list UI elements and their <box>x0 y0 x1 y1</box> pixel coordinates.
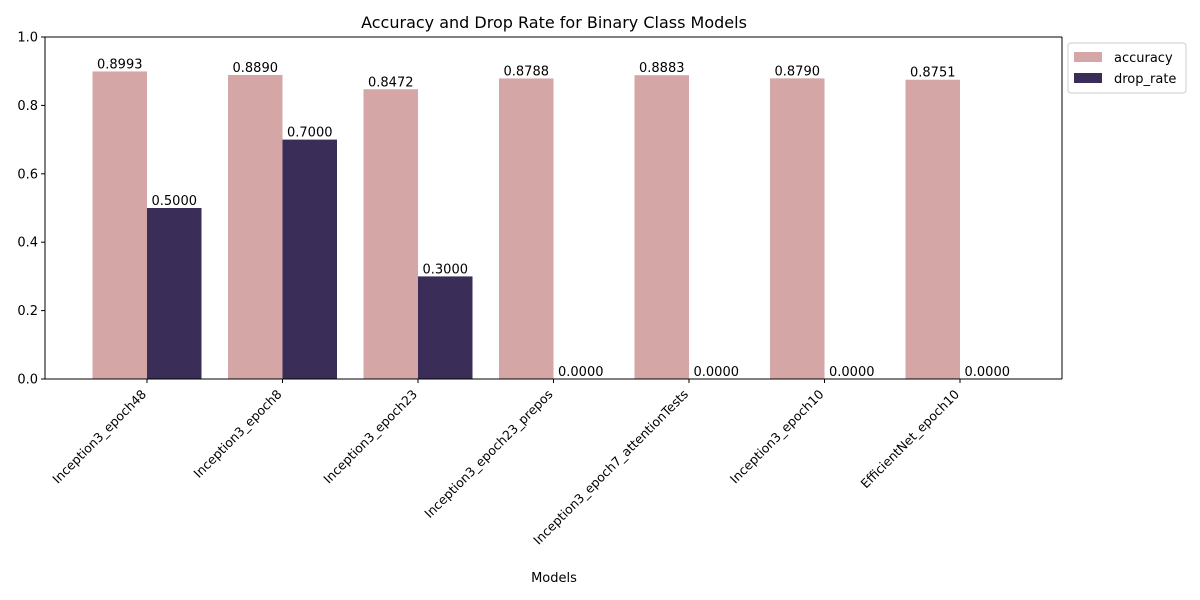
y-tick-label-2: 0.2 <box>17 304 38 319</box>
legend-swatch-accuracy <box>1074 52 1102 62</box>
x-tick-label-7: EfficientNet_epoch10 <box>857 386 962 491</box>
y-tick-label-5: 0.8 <box>17 99 38 114</box>
bar-accuracy-5 <box>634 75 689 379</box>
y-tick-label-3: 0.4 <box>17 236 38 251</box>
y-tick-label-6: 1.0 <box>17 31 38 46</box>
data-label-accuracy-6: 0.8790 <box>775 64 821 79</box>
bar-drop_rate-1 <box>147 208 202 379</box>
legend-label-accuracy: accuracy <box>1114 51 1173 66</box>
bar-drop_rate-3 <box>418 276 473 379</box>
legend-label-drop_rate: drop_rate <box>1114 72 1176 87</box>
x-tick-label-2: Inception3_epoch8 <box>190 386 284 480</box>
bar-accuracy-3 <box>363 89 418 379</box>
data-label-accuracy-1: 0.8993 <box>97 57 143 72</box>
bar-accuracy-4 <box>499 78 554 379</box>
data-label-drop_rate-6: 0.0000 <box>829 365 875 380</box>
bar-accuracy-7 <box>905 79 960 380</box>
y-tick-label-4: 0.6 <box>17 167 38 182</box>
x-axis-label: Models <box>531 571 577 586</box>
data-label-drop_rate-1: 0.5000 <box>152 194 198 209</box>
data-label-drop_rate-5: 0.0000 <box>694 365 740 380</box>
y-tick-label-1: 0.0 <box>17 373 38 388</box>
bar-accuracy-1 <box>92 71 147 380</box>
data-label-accuracy-4: 0.8788 <box>504 64 550 79</box>
bar-drop_rate-2 <box>282 139 337 379</box>
data-label-drop_rate-3: 0.3000 <box>423 262 469 277</box>
x-tick-label-4: Inception3_epoch23_prepos <box>421 387 555 521</box>
data-label-drop_rate-7: 0.0000 <box>965 365 1011 380</box>
data-label-drop_rate-2: 0.7000 <box>287 126 333 141</box>
bar-accuracy-2 <box>228 74 283 379</box>
plot-area: 0.8993 0.8890 0.8472 0.8788 0.8883 0.8790 0.87… <box>17 31 1063 548</box>
data-label-accuracy-3: 0.8472 <box>368 75 414 90</box>
x-tick-label-5: Inception3_epoch7_attentionTests <box>530 387 691 548</box>
data-label-accuracy-7: 0.8751 <box>910 66 956 81</box>
x-tick-label-6: Inception3_epoch10 <box>727 386 827 486</box>
data-label-accuracy-5: 0.8883 <box>639 61 685 76</box>
x-tick-label-3: Inception3_epoch23 <box>320 387 420 487</box>
chart-legend: accuracy drop_rate <box>1067 42 1187 94</box>
data-label-drop_rate-4: 0.0000 <box>558 365 604 380</box>
bar-accuracy-6 <box>770 78 825 379</box>
data-label-accuracy-2: 0.8890 <box>233 61 279 76</box>
legend-swatch-drop_rate <box>1074 73 1102 83</box>
chart-title: Accuracy and Drop Rate for Binary Class … <box>361 13 747 32</box>
x-tick-label-1: Inception3_epoch48 <box>49 386 149 486</box>
